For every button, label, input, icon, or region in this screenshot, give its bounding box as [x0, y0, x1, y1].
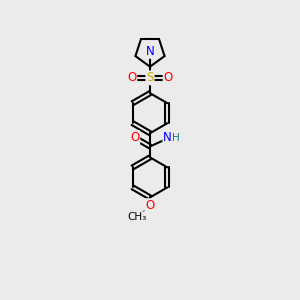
Text: O: O [164, 71, 173, 84]
Text: O: O [127, 71, 136, 84]
Text: O: O [146, 199, 154, 212]
Text: N: N [146, 45, 154, 58]
Text: O: O [130, 131, 139, 144]
Text: N: N [163, 131, 172, 144]
Text: CH₃: CH₃ [127, 212, 146, 222]
Text: H: H [172, 133, 180, 142]
Text: S: S [146, 71, 154, 84]
